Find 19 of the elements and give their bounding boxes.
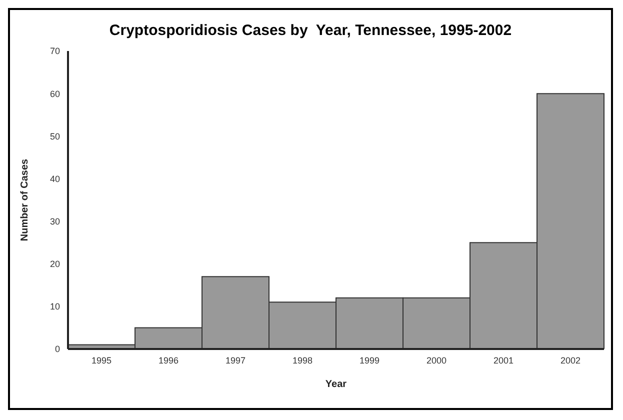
y-tick-label: 30 xyxy=(50,216,60,226)
x-tick-label: 1998 xyxy=(292,355,313,366)
y-tick-label: 70 xyxy=(50,46,60,56)
y-tick-label: 60 xyxy=(50,88,60,99)
y-tick-label: 20 xyxy=(50,259,60,270)
y-tick-label: 40 xyxy=(50,174,60,184)
x-tick-label: 1995 xyxy=(91,355,112,366)
x-tick-label: 2002 xyxy=(560,355,581,366)
x-tick-label: 2001 xyxy=(493,355,514,366)
x-tick-label: 2000 xyxy=(426,355,447,366)
x-tick-label: 1997 xyxy=(225,355,246,366)
x-tick-label: 1999 xyxy=(359,355,380,366)
y-tick-label: 0 xyxy=(54,344,60,354)
y-axis-title: Number of Cases xyxy=(20,158,31,242)
x-axis-title: Year xyxy=(325,379,347,390)
y-tick-label: 10 xyxy=(50,302,60,312)
x-tick-label: 1996 xyxy=(158,355,179,366)
y-tick-label: 50 xyxy=(50,131,60,142)
chart-title: Cryptosporidiosis Cases by Year, Tennessee, 1995-2002 xyxy=(108,22,513,39)
